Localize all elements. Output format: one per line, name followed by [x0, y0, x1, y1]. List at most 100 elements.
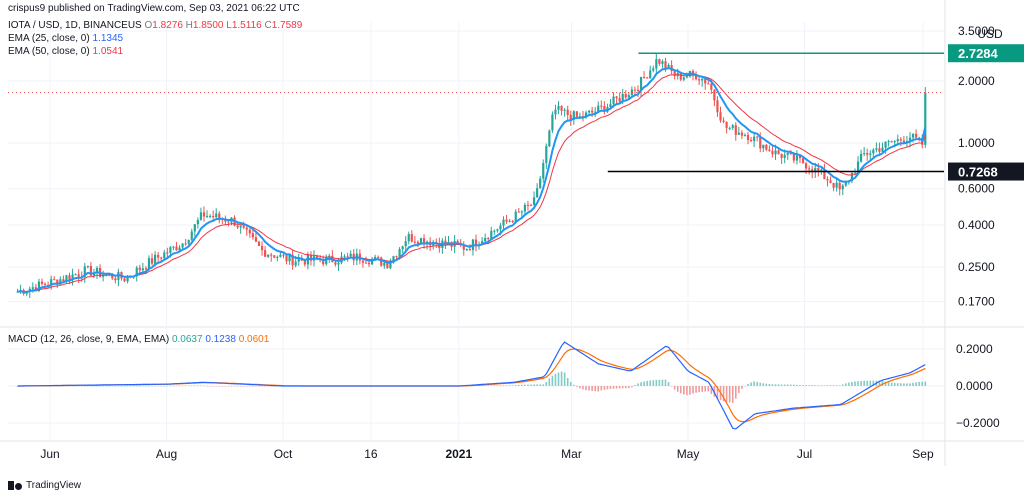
macd-histogram-bar [588, 386, 590, 391]
candle-body [713, 89, 716, 101]
candle-body [682, 77, 685, 80]
macd-histogram-bar [863, 380, 865, 386]
macd-histogram-bar [218, 386, 221, 387]
candle-body [205, 215, 209, 217]
candle-body [545, 146, 548, 163]
candle-body [334, 262, 337, 265]
macd-histogram-bar [756, 381, 758, 386]
macd-histogram-bar [698, 386, 700, 393]
candle-body [419, 238, 423, 245]
candle-body [624, 93, 627, 98]
macd-histogram-bar [823, 385, 826, 386]
price-tick-label: 2.0000 [958, 74, 995, 88]
candle-body [737, 132, 740, 135]
time-tick-label: Mar [561, 447, 582, 461]
candle-body [31, 287, 34, 289]
candle-body [633, 89, 637, 91]
time-tick-label: Jun [40, 447, 59, 461]
macd-histogram-bar [780, 384, 783, 386]
macd-histogram-bar [670, 386, 673, 387]
candle-body [792, 153, 795, 161]
candle-body [804, 163, 808, 169]
candle-body [887, 141, 890, 143]
macd-histogram-bar [499, 385, 502, 386]
candle-body [710, 83, 713, 90]
candle-body [869, 153, 872, 155]
macd-histogram-bar [860, 381, 862, 386]
candle-body [172, 246, 175, 248]
macd-histogram-bar [129, 385, 132, 387]
macd-histogram-bar [832, 385, 835, 386]
macd-histogram-bar [734, 386, 737, 399]
candle-body [566, 109, 569, 115]
candle-body [288, 254, 291, 262]
macd-histogram-bar [903, 383, 905, 386]
candle-body [502, 219, 505, 226]
candle-body [826, 179, 829, 181]
macd-histogram-bar [640, 382, 642, 386]
candle-body [254, 237, 258, 242]
candle-body [829, 180, 832, 183]
candle-body [658, 59, 661, 64]
macd-histogram-bar [652, 380, 655, 386]
ema25-legend[interactable]: EMA (25, close, 0) 1.1345 [8, 33, 124, 44]
macd-histogram-bar [87, 385, 89, 387]
macd-histogram-bar [111, 385, 114, 387]
candle-body [548, 130, 551, 147]
macd-histogram-bar [184, 385, 187, 387]
ema50-legend[interactable]: EMA (50, close, 0) 1.0541 [8, 46, 124, 57]
resistance-badge-label: 2.7284 [958, 46, 999, 61]
macd-histogram-bar [777, 384, 780, 386]
macd-histogram-bar [615, 386, 618, 389]
macd-histogram-bar [245, 386, 248, 387]
candle-body [594, 111, 597, 113]
time-tick-label: May [677, 447, 700, 461]
candle-body [68, 275, 71, 280]
candle-body [908, 137, 912, 141]
macd-histogram-bar [117, 385, 120, 387]
candle-body [753, 136, 756, 142]
macd-histogram-bar [582, 386, 584, 390]
macd-histogram-bar [187, 385, 190, 387]
candle-body [661, 61, 664, 64]
symbol-name[interactable]: IOTA / USD, 1D, BINANCEUS [8, 20, 142, 31]
candle-body [257, 241, 261, 246]
macd-histogram-bar [227, 386, 230, 387]
macd-histogram-bar [132, 385, 135, 387]
macd-histogram-bar [890, 382, 893, 386]
candle-body [157, 254, 160, 258]
ema50-value: 1.0541 [92, 46, 124, 57]
ema50-line [17, 74, 926, 293]
macd-histogram-bar [194, 385, 196, 387]
macd-histogram-bar [661, 379, 664, 386]
candle-body [303, 260, 306, 265]
time-tick-label: Oct [274, 447, 293, 461]
candle-body [707, 83, 710, 85]
macd-histogram-bar [166, 385, 169, 387]
macd-histogram-bar [796, 384, 798, 386]
candle-body [267, 254, 270, 257]
candle-body [153, 254, 157, 264]
candle-body [184, 243, 187, 245]
candle-body [523, 204, 527, 212]
candle-body [150, 258, 154, 264]
candle-body [273, 255, 276, 258]
candle-body [511, 220, 514, 223]
candle-body [300, 259, 303, 261]
candle-body [789, 153, 792, 155]
candle-body [86, 265, 89, 267]
candle-body [227, 221, 230, 223]
macd-histogram-bar [524, 384, 526, 386]
candle-body [196, 220, 199, 225]
ema25-value: 1.1345 [92, 33, 124, 44]
macd-histogram-bar [126, 385, 129, 387]
ema25-line [17, 67, 927, 293]
macd-legend[interactable]: MACD (12, 26, close, 9, EMA, EMA) 0.0637… [8, 334, 270, 345]
candle-body [639, 76, 643, 91]
candle-body [893, 141, 896, 143]
macd-histogram-bar [701, 386, 703, 392]
macd-histogram-bar [576, 386, 578, 387]
macd-histogram-bar [151, 385, 153, 387]
candle-body [743, 134, 747, 136]
candle-body [37, 281, 41, 292]
